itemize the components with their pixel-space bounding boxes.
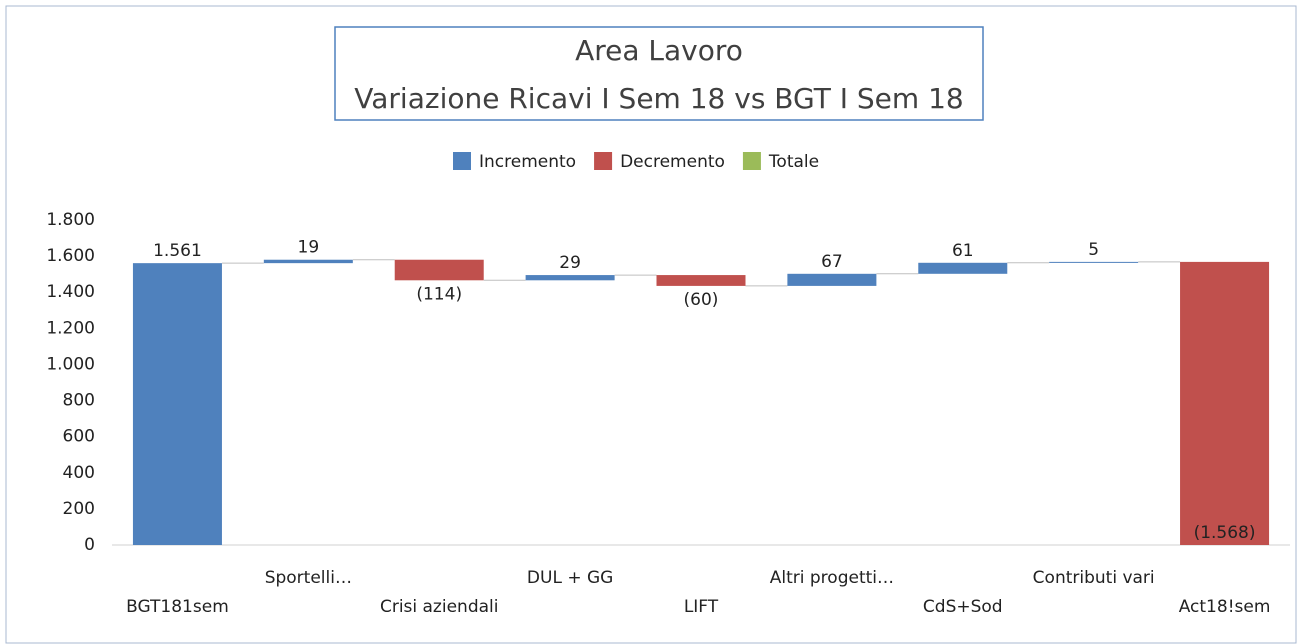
y-tick-label: 200: [63, 499, 95, 519]
y-tick-label: 400: [63, 463, 95, 483]
y-tick-label: 1.200: [46, 318, 95, 338]
value-label: (60): [684, 290, 719, 310]
chart-subtitle: Variazione Ricavi I Sem 18 vs BGT I Sem …: [354, 82, 963, 115]
bar: [132, 263, 222, 545]
bar: [394, 259, 484, 281]
value-label: 29: [559, 253, 581, 273]
x-tick-label: DUL + GG: [527, 568, 613, 588]
bar: [525, 275, 615, 281]
value-label: 5: [1088, 240, 1099, 260]
value-label: 61: [952, 241, 974, 261]
legend-swatch: [742, 152, 761, 170]
x-tick-label: Crisi aziendali: [380, 597, 499, 617]
y-tick-label: 800: [63, 391, 95, 411]
legend-label: Totale: [768, 152, 819, 172]
bar: [787, 273, 877, 286]
x-tick-label: Altri progetti…: [770, 568, 894, 588]
bar: [918, 262, 1008, 274]
y-tick-label: 1.600: [46, 246, 95, 266]
bar: [656, 275, 746, 286]
y-tick-label: 0: [84, 535, 95, 555]
y-tick-label: 1.000: [46, 354, 95, 374]
legend-label: Decremento: [620, 152, 725, 172]
x-tick-label: Sportelli…: [265, 568, 352, 588]
value-label: (1.568): [1194, 523, 1256, 543]
legend-label: Incremento: [479, 152, 576, 172]
value-label: 1.561: [153, 241, 202, 261]
bar: [1180, 261, 1270, 545]
y-tick-label: 1.400: [46, 282, 95, 302]
chart-title: Area Lavoro: [575, 34, 743, 67]
x-tick-label: Contributi vari: [1033, 568, 1155, 588]
legend-swatch: [453, 152, 471, 170]
bar: [1049, 261, 1139, 263]
x-tick-label: CdS+Sod: [923, 597, 1003, 617]
x-tick-label: BGT181sem: [126, 597, 229, 617]
title-box: [334, 26, 984, 121]
value-label: (114): [416, 284, 462, 304]
y-tick-label: 600: [63, 427, 95, 447]
legend-swatch: [594, 152, 613, 170]
value-label: 67: [821, 252, 843, 272]
value-label: 19: [298, 238, 320, 258]
bar: [263, 259, 353, 264]
x-tick-label: Act18!sem: [1179, 597, 1271, 617]
x-tick-label: LIFT: [684, 597, 719, 617]
y-tick-label: 1.800: [46, 210, 95, 230]
